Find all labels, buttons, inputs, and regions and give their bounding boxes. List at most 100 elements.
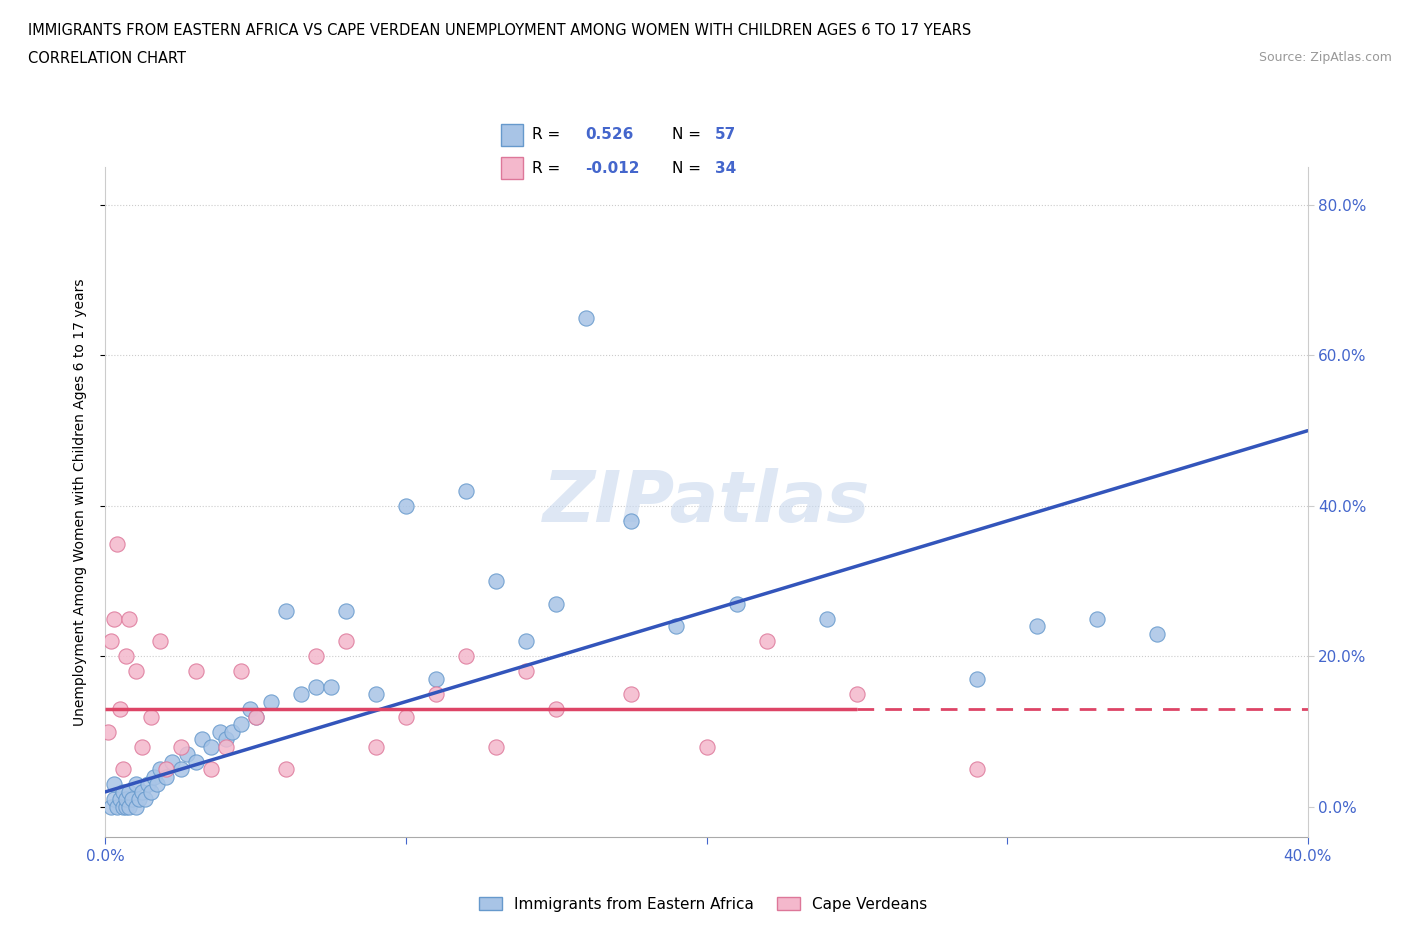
Legend: Immigrants from Eastern Africa, Cape Verdeans: Immigrants from Eastern Africa, Cape Ver… (472, 890, 934, 918)
Point (139, 784, 162, 799)
Point (454, 649, 477, 664)
Point (575, 311, 598, 325)
Text: N =: N = (672, 127, 700, 142)
Point (124, 800, 146, 815)
Text: N =: N = (672, 161, 700, 176)
Point (239, 701, 262, 716)
Point (425, 686, 447, 701)
Point (124, 777, 146, 791)
Point (107, 536, 129, 551)
Point (665, 618, 688, 633)
Point (319, 679, 342, 694)
Point (110, 792, 132, 807)
Point (214, 739, 236, 754)
Text: 57: 57 (714, 127, 737, 142)
Point (335, 634, 357, 649)
Point (131, 739, 153, 754)
Point (245, 710, 267, 724)
Point (305, 679, 328, 694)
Point (515, 664, 537, 679)
Point (245, 710, 267, 724)
Point (364, 739, 387, 754)
Point (260, 694, 283, 709)
Text: -0.012: -0.012 (585, 161, 640, 176)
Point (845, 686, 868, 701)
Point (229, 717, 252, 732)
Point (620, 686, 643, 701)
Point (112, 784, 135, 799)
Point (97, 724, 120, 739)
Point (103, 792, 125, 807)
Point (755, 634, 778, 649)
Text: R =: R = (533, 127, 561, 142)
Point (103, 777, 125, 791)
Point (118, 800, 141, 815)
Point (1146, 627, 1168, 642)
Point (425, 671, 447, 686)
Point (184, 754, 207, 769)
Point (221, 724, 243, 739)
Point (115, 792, 138, 807)
Point (131, 784, 153, 799)
Point (214, 732, 236, 747)
Point (142, 769, 165, 784)
Point (112, 800, 135, 815)
Point (118, 784, 141, 799)
Point (115, 800, 138, 815)
Point (121, 792, 143, 807)
Point (176, 747, 198, 762)
Point (966, 762, 988, 777)
Point (139, 710, 162, 724)
Point (190, 732, 212, 747)
Point (966, 671, 988, 686)
Bar (502, 157, 523, 179)
Point (815, 611, 838, 626)
Point (274, 604, 297, 618)
Point (112, 762, 135, 777)
Point (1026, 618, 1049, 633)
Point (110, 701, 132, 716)
Point (364, 686, 387, 701)
Point (169, 762, 191, 777)
Point (335, 604, 357, 618)
Y-axis label: Unemployment Among Women with Children Ages 6 to 17 years: Unemployment Among Women with Children A… (73, 278, 87, 726)
Point (128, 792, 150, 807)
Text: ZIPatlas: ZIPatlas (543, 468, 870, 537)
Point (485, 574, 508, 589)
Point (100, 634, 122, 649)
Point (274, 762, 297, 777)
Point (208, 724, 231, 739)
Point (169, 739, 191, 754)
Point (696, 739, 718, 754)
Point (395, 710, 418, 724)
Point (305, 649, 328, 664)
Point (546, 596, 568, 611)
Point (118, 611, 141, 626)
Point (155, 762, 177, 777)
Point (515, 634, 537, 649)
Point (1085, 611, 1108, 626)
Text: 0.526: 0.526 (585, 127, 633, 142)
Text: R =: R = (533, 161, 561, 176)
Point (100, 800, 122, 815)
Point (290, 686, 312, 701)
Point (200, 762, 222, 777)
Text: 34: 34 (714, 161, 737, 176)
Point (229, 664, 252, 679)
Point (124, 664, 146, 679)
Text: CORRELATION CHART: CORRELATION CHART (28, 51, 186, 66)
Point (546, 701, 568, 716)
Bar (502, 124, 523, 146)
Point (136, 777, 159, 791)
Point (485, 739, 508, 754)
Point (134, 792, 156, 807)
Point (148, 634, 170, 649)
Point (725, 596, 748, 611)
Point (160, 754, 183, 769)
Point (200, 739, 222, 754)
Point (115, 649, 138, 664)
Point (454, 484, 477, 498)
Point (184, 664, 207, 679)
Point (145, 777, 167, 791)
Point (103, 611, 125, 626)
